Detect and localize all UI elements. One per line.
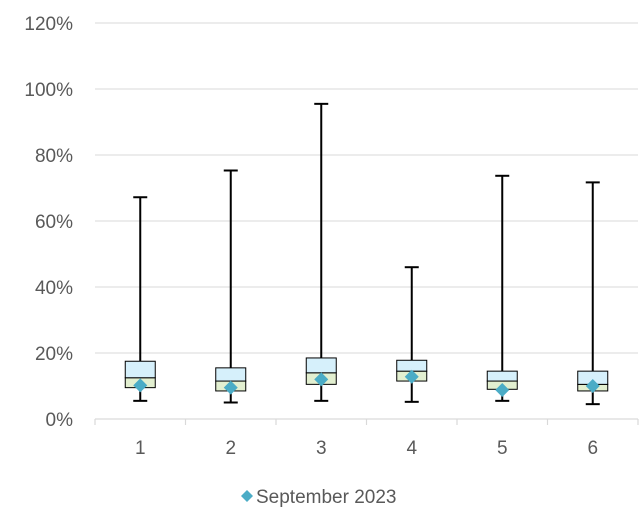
legend-label: September 2023 <box>256 487 397 508</box>
x-axis: 1 2 3 4 5 6 <box>94 418 639 459</box>
x-tick-label: 6 <box>587 438 598 459</box>
y-tick-label: 60% <box>35 212 73 233</box>
box-1 <box>124 196 156 402</box>
y-tick-label: 100% <box>24 80 73 101</box>
y-tick-label: 80% <box>35 146 73 167</box>
x-tick-label: 3 <box>316 438 327 459</box>
y-tick-label: 20% <box>35 344 73 365</box>
x-tick-label: 5 <box>497 438 508 459</box>
gridlines <box>95 22 638 354</box>
series-marker-point <box>495 382 510 397</box>
x-tick-label: 1 <box>135 438 146 459</box>
y-tick-label: 40% <box>35 278 73 299</box>
x-tick-label: 2 <box>225 438 236 459</box>
box-5 <box>486 174 518 402</box>
box-3 <box>305 102 337 402</box>
legend-marker-diamond <box>241 490 253 502</box>
box-upper-half <box>124 360 156 379</box>
legend: September 2023 <box>241 487 397 508</box>
series-marker-point <box>404 369 419 384</box>
series-markers <box>133 369 600 397</box>
box-upper-half <box>305 357 337 374</box>
x-tick-label: 4 <box>406 438 417 459</box>
box-upper-half <box>486 370 518 382</box>
series-marker-point <box>133 378 148 393</box>
box-plot-boxes <box>124 102 609 406</box>
series-marker-point <box>223 380 238 395</box>
y-tick-label: 120% <box>24 14 73 35</box>
series-marker-point <box>585 379 600 393</box>
box-6 <box>577 181 609 406</box>
y-tick-label: 0% <box>46 410 74 431</box>
y-axis-tick-labels: 0% 20% 40% 60% 80% 100% 120% <box>24 14 73 431</box>
box-upper-half <box>215 367 247 382</box>
series-marker-point <box>314 372 329 387</box>
box-upper-half <box>396 359 428 372</box>
